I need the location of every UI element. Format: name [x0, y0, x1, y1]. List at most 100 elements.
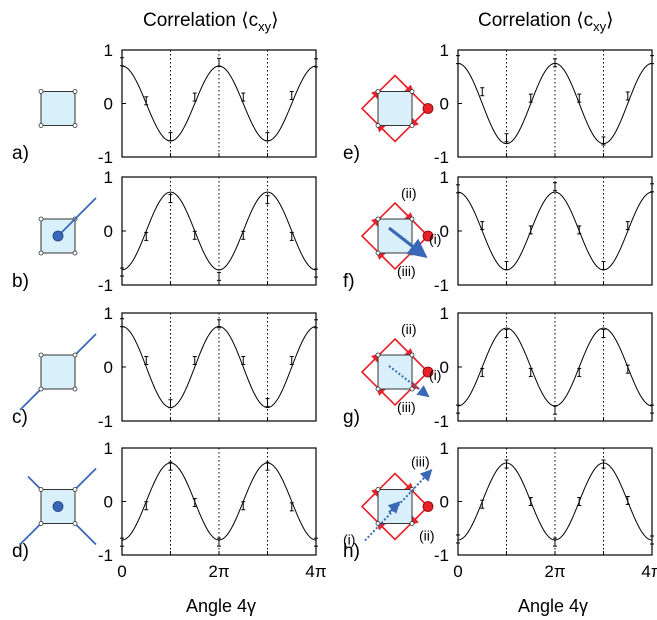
- y-tick-label: 1: [104, 304, 113, 323]
- y-tick-label: 0: [104, 358, 113, 377]
- error-bar: [625, 221, 630, 231]
- y-tick-label: 1: [104, 41, 113, 60]
- error-bar: [217, 319, 221, 329]
- red-dot: [422, 103, 434, 114]
- error-bar: [314, 58, 318, 68]
- error-bar: [528, 367, 533, 377]
- error-bar: [217, 537, 221, 547]
- annotation-label: (i): [343, 532, 355, 548]
- chart-panel-h: 10-10 2π 4πh)(iii)(i) (ii): [343, 439, 657, 581]
- square: [40, 354, 76, 390]
- y-tick-label: -1: [98, 412, 113, 431]
- corner-node: [375, 123, 381, 128]
- error-bar: [650, 535, 654, 545]
- blue-dotted-arrow: [388, 365, 430, 398]
- header-right: Correlation ⟨cxy⟩: [478, 10, 614, 34]
- corner-node: [409, 89, 415, 94]
- error-bar: [265, 398, 270, 408]
- schematic-icon: [19, 333, 97, 411]
- annotation-label: (ii): [419, 528, 435, 544]
- corner-node: [375, 89, 381, 94]
- error-bar: [192, 498, 197, 508]
- corner-node: [38, 521, 44, 526]
- y-tick-label: 0: [440, 222, 449, 241]
- error-bar: [217, 271, 221, 281]
- square: [377, 218, 413, 254]
- error-bar: [480, 221, 485, 231]
- x-tick-label: 2π: [544, 562, 565, 581]
- corner-node: [72, 352, 78, 358]
- panel-label: e): [343, 143, 360, 164]
- error-bar: [480, 87, 485, 97]
- y-tick-label: -1: [434, 546, 449, 565]
- y-tick-label: -1: [98, 276, 113, 295]
- error-bar: [577, 497, 582, 506]
- corner-node: [409, 521, 415, 526]
- corner-node: [38, 250, 44, 256]
- annotation-label: (ii): [401, 321, 417, 337]
- error-bar: [528, 93, 533, 103]
- error-bar: [625, 91, 630, 101]
- y-tick-label: 0: [440, 493, 449, 512]
- error-bar: [456, 184, 460, 194]
- annotation-label: (iii): [411, 454, 430, 470]
- x-tick-label: 4π: [305, 562, 326, 581]
- panel-label: d): [12, 541, 29, 562]
- error-bar: [289, 90, 294, 100]
- chart-panel-d: 10-10 2π 4πd): [12, 439, 327, 581]
- error-bar: [144, 231, 149, 241]
- annotation-label: (iii): [397, 399, 416, 415]
- y-tick-label: 1: [104, 168, 113, 187]
- schematic-icon: (iii) (i) (ii): [343, 454, 435, 548]
- error-bar: [192, 92, 197, 102]
- chart-panel-g: 1 0 -1 g) (ii) (i) (iii): [343, 304, 654, 431]
- square: [40, 91, 76, 126]
- error-bar: [289, 356, 294, 366]
- error-bar: [241, 92, 246, 102]
- y-tick-label: 1: [440, 304, 449, 323]
- y-tick-label: 0: [440, 95, 449, 114]
- error-bar: [120, 318, 124, 328]
- error-bar: [289, 231, 294, 241]
- corner-node: [375, 216, 381, 222]
- corner-node: [409, 250, 415, 256]
- error-bar: [289, 502, 294, 512]
- corner-node: [375, 352, 381, 358]
- error-bar: [120, 537, 124, 547]
- error-bar: [192, 230, 197, 240]
- error-bar: [577, 93, 582, 103]
- error-bar: [553, 537, 557, 547]
- error-bar: [553, 405, 557, 415]
- y-tick-label: 1: [104, 439, 113, 458]
- corner-node: [72, 487, 78, 492]
- error-bar: [601, 261, 606, 271]
- error-bar: [601, 459, 606, 469]
- chart-panel-f: 1 0 -1 f) (ii) (i) (iii): [343, 168, 654, 295]
- y-tick-label: 0: [104, 95, 113, 114]
- error-bar: [168, 194, 173, 204]
- blue-arrow: [387, 501, 401, 514]
- panel-label: h): [343, 541, 360, 562]
- blue-line: [57, 197, 97, 237]
- error-bar: [504, 261, 509, 271]
- corner-node: [375, 487, 381, 492]
- error-bar: [504, 459, 509, 469]
- error-bar: [120, 57, 124, 67]
- panel-label: g): [343, 407, 360, 428]
- fit-curve: [121, 325, 317, 409]
- corner-node: [38, 352, 44, 358]
- panel-label: c): [12, 407, 28, 428]
- y-tick-label: -1: [434, 276, 449, 295]
- error-bar: [553, 182, 557, 192]
- annotation-label: (iii): [397, 263, 416, 279]
- error-bar: [625, 495, 630, 505]
- schematic-icon: [38, 89, 78, 128]
- error-bar: [650, 183, 654, 193]
- error-bar: [241, 501, 246, 511]
- square: [377, 354, 413, 390]
- chart-panel-e: 1 0 -1 e): [343, 41, 654, 167]
- x-tick-label: 2π: [208, 562, 229, 581]
- error-bar: [314, 268, 318, 278]
- red-dot: [422, 230, 434, 242]
